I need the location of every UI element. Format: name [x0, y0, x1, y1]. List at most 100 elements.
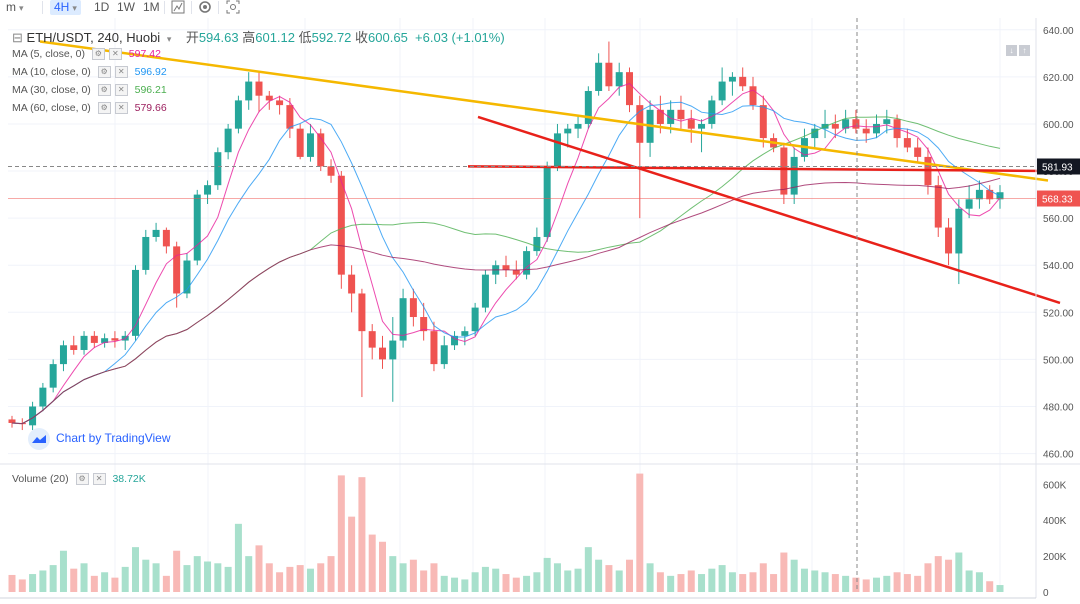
volume-bar — [214, 563, 222, 592]
candle-body — [708, 100, 716, 124]
close-icon[interactable]: ✕ — [114, 102, 128, 115]
separator — [42, 1, 43, 14]
separator — [164, 1, 165, 14]
volume-bar — [564, 570, 572, 592]
volume-bar — [142, 559, 150, 592]
candle-body — [728, 76, 736, 82]
candle-body — [975, 189, 983, 200]
open-label: 开 — [185, 30, 199, 45]
watermark-text: Chart by TradingView — [56, 431, 171, 446]
legend-ma60-value: 579.66 — [134, 102, 167, 114]
candle-body — [584, 90, 592, 124]
volume-bar — [111, 577, 119, 592]
low-value: 592.72 — [311, 30, 352, 45]
candle-body — [605, 62, 613, 87]
volume-bar — [605, 565, 613, 592]
close-icon[interactable]: ✕ — [108, 48, 122, 61]
candle-body — [790, 156, 798, 195]
volume-bar — [811, 570, 819, 592]
tradingview-watermark[interactable]: Chart by TradingView — [28, 428, 171, 450]
ma-line — [11, 101, 1001, 425]
interval-1w-button[interactable]: 1W — [117, 0, 135, 14]
volume-tick-label: 200K — [1043, 552, 1067, 563]
candle-body — [430, 331, 438, 365]
arrow-down-icon[interactable]: ↓ — [1006, 45, 1017, 56]
price-label-box — [1037, 158, 1080, 175]
price-tick-label: 560.00 — [1043, 214, 1074, 225]
volume-bar — [636, 473, 644, 592]
candle-body — [101, 338, 109, 343]
trendline — [477, 115, 1061, 305]
candle-body — [214, 152, 222, 186]
candle-body — [749, 86, 757, 106]
volume-bar — [934, 556, 942, 592]
symbol-title[interactable]: ETH/USDT, 240, Huobi — [26, 30, 161, 45]
price-tick-label: 640.00 — [1043, 26, 1074, 37]
candle-body — [903, 138, 911, 148]
candle-body — [245, 81, 253, 101]
candle-body — [224, 128, 232, 153]
volume-bar — [162, 575, 170, 592]
volume-bar — [286, 566, 294, 592]
volume-bar — [667, 575, 675, 592]
close-icon[interactable]: ✕ — [114, 66, 128, 79]
interval-minutes-button[interactable]: m ▾ — [6, 0, 24, 14]
volume-bar — [204, 561, 212, 592]
interval-4h-button[interactable]: 4H ▾ — [50, 0, 81, 15]
volume-bar — [389, 556, 397, 592]
volume-tick-label: 600K — [1043, 480, 1067, 491]
volume-bar — [348, 516, 356, 592]
price-tick-label: 520.00 — [1043, 308, 1074, 319]
axes: 640.00620.00600.00580.00560.00540.00520.… — [0, 18, 1080, 599]
interval-1m-button[interactable]: 1M — [143, 0, 160, 14]
candle-body — [451, 335, 459, 346]
legend-ma30: MA (30, close, 0) ⚙ ✕ 596.21 — [12, 84, 167, 97]
arrow-up-icon[interactable]: ↑ — [1019, 45, 1030, 56]
settings-icon[interactable]: ⚙ — [97, 102, 111, 115]
candle-body — [296, 128, 304, 157]
volume-bar — [379, 541, 386, 592]
candle-body — [70, 345, 78, 350]
candle-body — [553, 133, 561, 167]
legend-ma30-label: MA (30, close, 0) — [12, 84, 91, 96]
volume-bar — [492, 568, 500, 592]
volume-bar — [677, 574, 685, 592]
volume-bar — [708, 568, 716, 592]
volume-bar — [626, 559, 633, 592]
volume-bar — [728, 572, 736, 592]
screenshot-icon[interactable] — [226, 0, 240, 15]
collapse-icon[interactable]: ⊟ — [12, 30, 23, 45]
settings-icon[interactable]: ⚙ — [97, 66, 111, 79]
candles-icon[interactable] — [171, 0, 185, 15]
volume-bar — [296, 565, 304, 592]
candle-body — [862, 128, 870, 134]
candle-body — [358, 293, 366, 332]
legend-ma10-value: 596.92 — [134, 66, 167, 78]
volume-bar — [800, 568, 808, 592]
volume-bar — [132, 547, 139, 592]
symbol-header: ⊟ ETH/USDT, 240, Huobi ▾ 开594.63 高601.12… — [12, 27, 505, 46]
volume-bar — [59, 550, 67, 592]
settings-icon[interactable]: ⚙ — [97, 84, 111, 97]
close-icon[interactable]: ✕ — [92, 473, 106, 486]
candle-body — [152, 229, 160, 237]
trendline — [467, 165, 1049, 173]
volume-bar — [975, 572, 983, 592]
candle-body — [523, 251, 531, 275]
settings-icon[interactable] — [198, 0, 212, 15]
interval-1d-button[interactable]: 1D — [94, 0, 110, 14]
volume-bar — [18, 579, 26, 592]
settings-icon[interactable]: ⚙ — [91, 48, 105, 61]
candle-body — [533, 236, 541, 252]
candle-body — [471, 307, 479, 332]
candle-body — [481, 274, 489, 308]
separator — [191, 1, 192, 14]
legend-ma5-label: MA (5, close, 0) — [12, 48, 85, 60]
settings-icon[interactable]: ⚙ — [75, 473, 89, 486]
close-icon[interactable]: ✕ — [114, 84, 128, 97]
volume-bar — [430, 563, 438, 592]
candle-body — [667, 109, 675, 124]
candle-body — [955, 208, 963, 254]
volume-bar — [759, 563, 767, 592]
